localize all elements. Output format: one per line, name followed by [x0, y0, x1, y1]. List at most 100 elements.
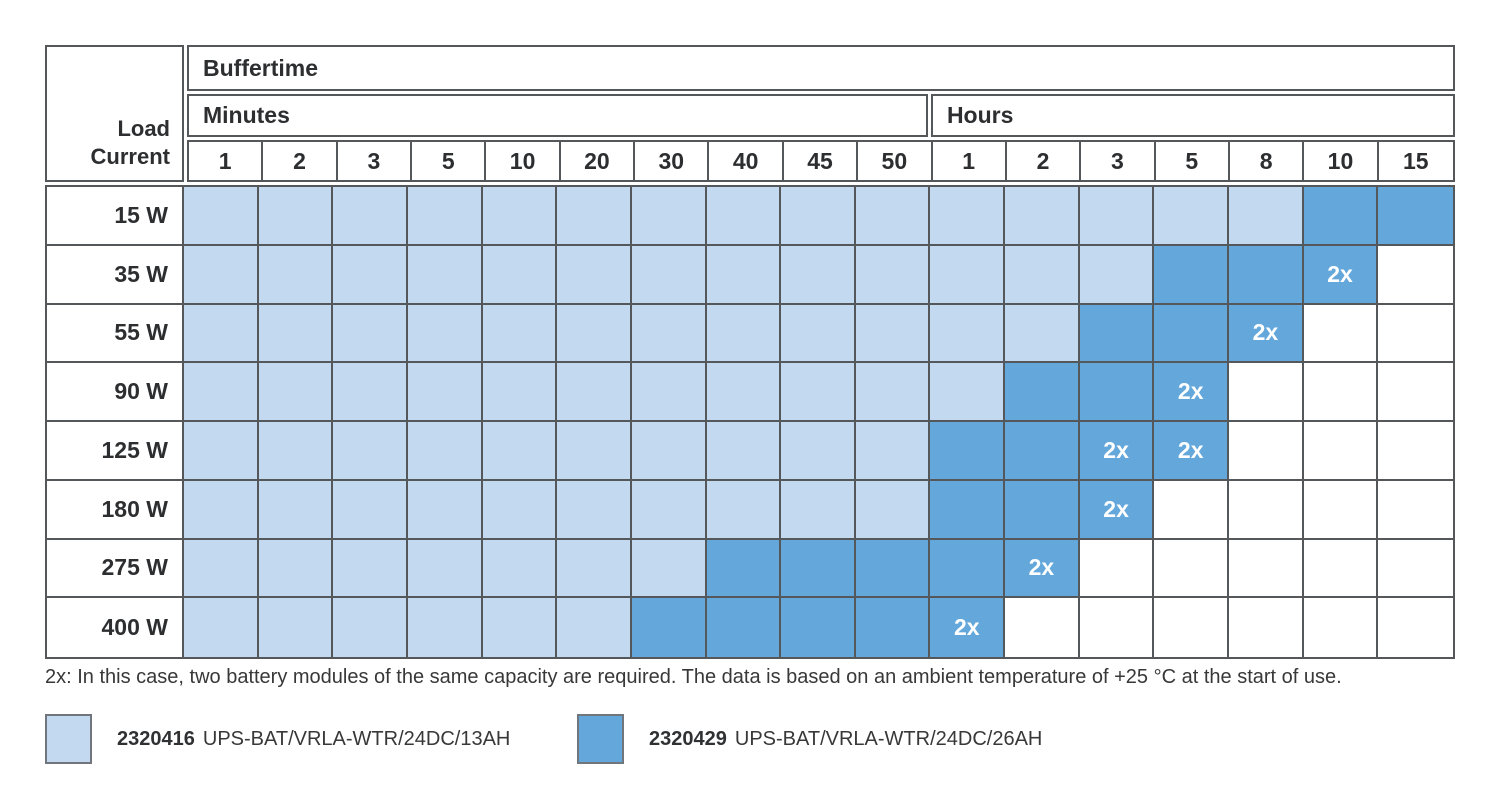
buffer-cell [184, 539, 259, 599]
buffer-cell [333, 598, 408, 657]
buffer-cell [1378, 480, 1453, 540]
buffer-cell [930, 187, 1006, 246]
buffer-cell [1303, 187, 1379, 246]
buffer-cell [781, 245, 856, 305]
legend-text-13ah: 2320416 UPS-BAT/VRLA-WTR/24DC/13AH [117, 728, 510, 751]
unit-band-row: Minutes Hours [187, 94, 1455, 137]
buffer-cell [1079, 363, 1155, 422]
buffer-cell [855, 422, 931, 481]
buffer-cell [258, 480, 334, 540]
buffer-cell [557, 422, 632, 481]
buffer-cell [258, 187, 334, 246]
buffer-cell [184, 304, 259, 364]
buffer-cell [855, 304, 931, 364]
column-header: 10 [486, 142, 561, 180]
buffer-cell [482, 363, 558, 422]
legend-swatch-light-blue [45, 714, 92, 764]
buffer-cell [855, 245, 931, 305]
buffer-cell [1229, 598, 1304, 657]
buffer-cell [1378, 422, 1453, 481]
buffer-cell [1154, 187, 1230, 246]
legend-swatch-dark-blue [577, 714, 624, 764]
buffer-cell [1154, 598, 1230, 657]
buffer-cell [1079, 539, 1155, 599]
two-modules-marker: 2x [1177, 436, 1204, 463]
buffer-cell [855, 363, 931, 422]
buffer-cell [631, 187, 707, 246]
buffer-cell [1303, 539, 1379, 599]
buffer-cell [1005, 598, 1080, 657]
two-modules-marker: 2x [953, 614, 980, 641]
buffertime-label: Buffertime [203, 54, 319, 81]
minutes-band: Minutes [187, 94, 928, 137]
legend-code-2320416: 2320416 [117, 727, 195, 750]
buffer-cell [1229, 539, 1304, 599]
buffer-cell [631, 598, 707, 657]
buffer-cell [1005, 422, 1080, 481]
column-header: 3 [338, 142, 413, 180]
buffer-cell [1005, 480, 1080, 540]
hours-band: Hours [930, 94, 1455, 137]
buffer-cell [333, 187, 408, 246]
buffer-cell [1378, 187, 1453, 246]
two-modules-marker: 2x [1103, 436, 1129, 463]
buffer-cell: 2x [930, 598, 1006, 657]
buffer-cell: 2x [1079, 422, 1155, 481]
two-modules-marker: 2x [1028, 554, 1055, 581]
buffer-cell [706, 304, 782, 364]
column-header: 1 [933, 142, 1007, 180]
corner-line-load: Load [117, 116, 170, 141]
row-label: 90 W [47, 363, 184, 422]
legend-code-2320429: 2320429 [649, 727, 727, 750]
buffer-cell [781, 480, 856, 540]
buffer-cell [333, 245, 408, 305]
buffer-cell [930, 480, 1006, 540]
buffer-cell: 2x [1303, 245, 1379, 305]
buffer-cell [407, 598, 483, 657]
two-modules-marker: 2x [1103, 495, 1129, 522]
buffer-cell [706, 539, 782, 599]
buffer-cell [258, 363, 334, 422]
buffer-cell [482, 539, 558, 599]
buffer-cell [855, 187, 931, 246]
buffer-cell [557, 598, 632, 657]
column-header: 40 [709, 142, 784, 180]
buffer-cell [407, 245, 483, 305]
buffer-cell [781, 422, 856, 481]
legend-desc-26ah: UPS-BAT/VRLA-WTR/24DC/26AH [734, 727, 1043, 750]
buffer-cell [1303, 304, 1379, 364]
row-label: 400 W [47, 598, 184, 657]
buffer-cell [258, 539, 334, 599]
hours-label: Hours [946, 102, 1014, 128]
two-modules-marker: 2x [1177, 378, 1204, 405]
buffer-cell [1378, 245, 1453, 305]
buffer-cell: 2x [1005, 539, 1080, 599]
row-label: 15 W [47, 187, 184, 246]
column-header: 1 [189, 142, 264, 180]
buffer-cell [1154, 245, 1230, 305]
buffer-cell [407, 187, 483, 246]
buffer-cell [407, 422, 483, 481]
buffer-cell [706, 245, 782, 305]
buffer-cell [333, 363, 408, 422]
buffer-cell [1378, 363, 1453, 422]
legend-text-26ah: 2320429 UPS-BAT/VRLA-WTR/24DC/26AH [649, 728, 1042, 751]
buffer-cell [1303, 480, 1379, 540]
buffer-cell [1303, 422, 1379, 481]
buffer-cell [1229, 480, 1304, 540]
buffer-cell [1154, 304, 1230, 364]
column-header: 2 [263, 142, 338, 180]
buffer-cell [930, 304, 1006, 364]
buffer-cell [1005, 304, 1080, 364]
buffer-cell [930, 363, 1006, 422]
buffer-cell [482, 187, 558, 246]
buffer-cell [1154, 539, 1230, 599]
row-label: 275 W [47, 539, 184, 599]
legend-item-26ah: 2320429 UPS-BAT/VRLA-WTR/24DC/26AH [577, 714, 1042, 764]
buffer-cell [706, 598, 782, 657]
buffer-cell [482, 598, 558, 657]
column-header: 3 [1081, 142, 1156, 180]
buffer-cell [706, 480, 782, 540]
buffer-cell [1378, 304, 1453, 364]
